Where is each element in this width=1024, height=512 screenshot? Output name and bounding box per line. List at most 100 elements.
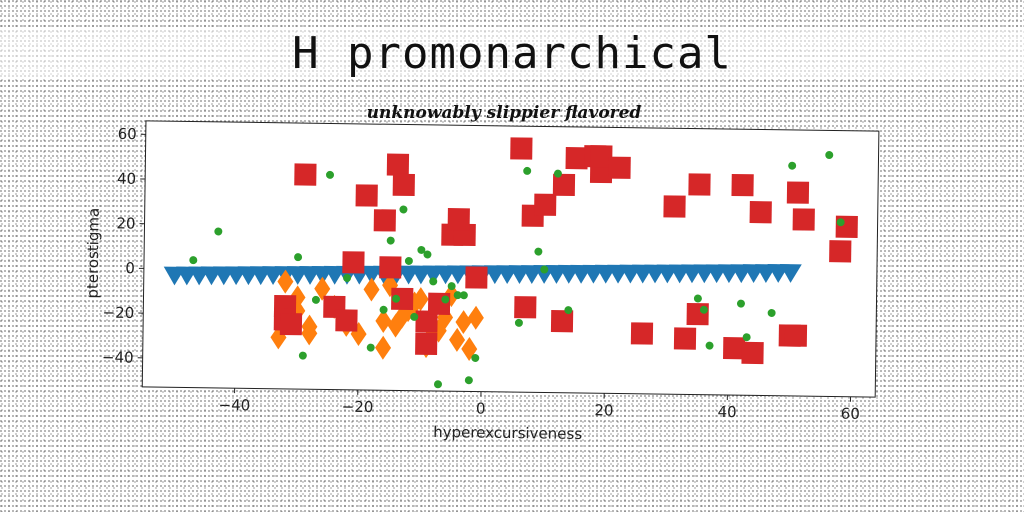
diamond-point [375, 308, 392, 333]
square-point [514, 296, 537, 319]
circle-point [553, 169, 562, 178]
square-point [741, 341, 764, 365]
chart-subtitle: unknowably slippier flavored [366, 103, 642, 123]
y-tick-label: −40 [102, 348, 134, 366]
square-point [392, 173, 415, 197]
x-tick-label: 60 [841, 405, 860, 423]
x-tick-label: 20 [594, 401, 613, 419]
circle-point [699, 305, 708, 314]
x-tick-label: 40 [717, 403, 736, 421]
square-point [447, 208, 470, 231]
circle-point [540, 265, 549, 274]
y-axis-label: pterostigma [83, 208, 102, 299]
square-point [373, 209, 396, 232]
diamond-point [301, 321, 318, 346]
circle-point [447, 282, 456, 291]
square-point [630, 322, 654, 345]
square-point [829, 240, 852, 263]
circle-point [836, 218, 845, 227]
circle-point [429, 277, 438, 286]
diamond-point [382, 273, 399, 298]
circle-point [788, 161, 797, 170]
square-point [379, 256, 402, 279]
circle-point [514, 318, 523, 327]
circle-point [189, 256, 198, 265]
square-point [550, 310, 574, 333]
y-tick-label: 60 [118, 125, 137, 143]
circle-point [386, 236, 395, 245]
diamond-point [412, 287, 429, 312]
square-point [565, 147, 588, 170]
square-point [608, 156, 631, 179]
x-axis-label: hyperexcursiveness [433, 423, 582, 443]
square-point [355, 184, 378, 207]
diamond-point [363, 277, 380, 302]
circle-point [742, 333, 751, 342]
diamond-point [387, 313, 404, 338]
x-tick-label: −20 [342, 398, 374, 416]
square-point [786, 181, 810, 204]
circle-point [693, 294, 702, 303]
square-point [731, 173, 754, 197]
diamond-point [350, 322, 367, 347]
circle-point [410, 312, 419, 321]
circle-point [417, 245, 426, 254]
circle-point [298, 351, 307, 360]
circle-point [441, 295, 450, 304]
square-point [673, 327, 697, 350]
diamond-point [277, 269, 294, 294]
x-tick-label: 0 [476, 400, 486, 418]
circle-point [433, 380, 442, 389]
square-point [723, 337, 746, 360]
triangle-point [779, 264, 802, 283]
circle-point [392, 294, 401, 303]
circle-point [326, 170, 335, 179]
square-point [534, 193, 557, 216]
diamond-point [467, 305, 484, 330]
square-point [510, 137, 533, 160]
square-point [386, 153, 410, 176]
y-tick-label: −20 [103, 304, 135, 322]
square-point [784, 324, 808, 347]
square-point [688, 173, 711, 196]
circle-point [311, 295, 320, 304]
square-point [342, 251, 365, 274]
plot-area: −40 −20 0 20 40 60 −40 −20 0 20 40 60 hyperexcursi… [83, 120, 880, 443]
square-point [749, 201, 772, 224]
square-point [465, 266, 488, 289]
diamond-point [449, 327, 466, 352]
circle-point [464, 376, 473, 385]
y-axis-ticks: −40 −20 0 20 40 60 [102, 125, 146, 367]
circle-point [767, 308, 776, 317]
circle-point [214, 227, 223, 236]
circle-point [459, 291, 468, 300]
data-marks [163, 137, 858, 389]
square-point [590, 145, 613, 168]
circle-point [379, 305, 388, 314]
circle-point [423, 250, 432, 259]
square-point [279, 312, 303, 336]
square-point [415, 310, 438, 333]
circle-point [736, 299, 745, 308]
y-tick-label: 40 [117, 170, 136, 188]
square-point [335, 309, 358, 332]
diamond-point [455, 310, 472, 335]
x-tick-label: −40 [218, 396, 250, 414]
y-tick-label: 0 [125, 259, 135, 277]
diamond-point [461, 336, 478, 361]
plot-frame [141, 120, 880, 398]
square-point [663, 195, 686, 218]
square-point [552, 173, 576, 197]
circle-point [366, 343, 375, 352]
circle-point [399, 205, 408, 214]
circle-point [294, 253, 303, 262]
chart-title: H promonarchical [0, 28, 1024, 79]
diamond-point [314, 276, 331, 301]
circle-point [404, 256, 413, 265]
circle-point [825, 151, 834, 160]
square-point [391, 287, 414, 311]
square-point [294, 163, 317, 186]
circle-point [523, 166, 532, 175]
circle-point [705, 341, 714, 350]
